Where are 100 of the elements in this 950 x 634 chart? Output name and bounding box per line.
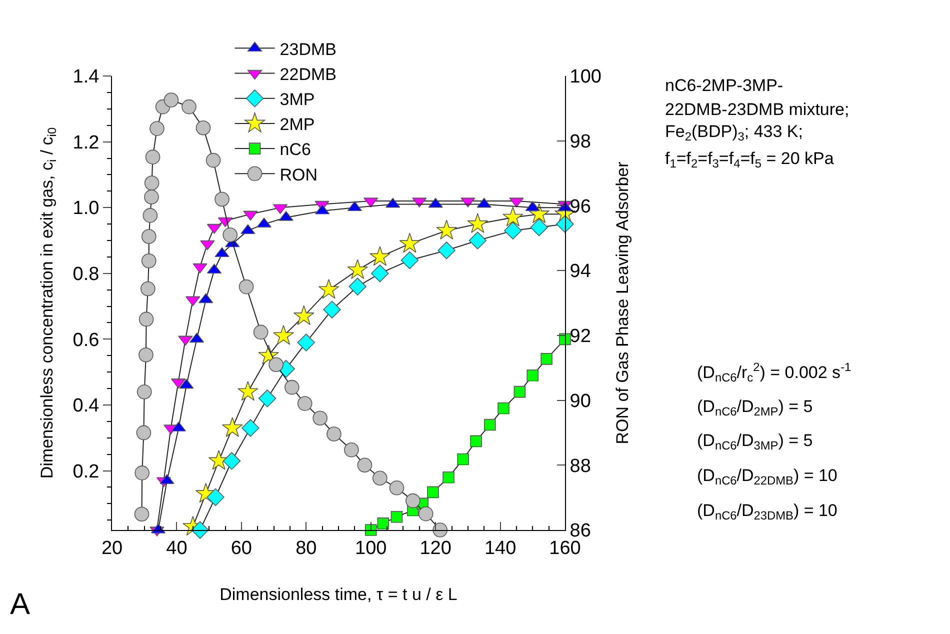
point	[484, 418, 496, 431]
point	[372, 470, 388, 486]
point	[196, 120, 211, 136]
y2-tick-label: 92	[570, 326, 591, 348]
point	[141, 253, 156, 268]
point	[526, 369, 539, 382]
point	[436, 220, 457, 240]
x-axis-title: Dimensionless time, τ = t u / ε L	[220, 585, 458, 604]
legend-label: 2MP	[280, 115, 315, 134]
point	[164, 92, 179, 108]
point	[318, 278, 340, 299]
point	[390, 510, 403, 523]
point	[498, 402, 510, 414]
point	[138, 312, 154, 327]
x-tick-label: 120	[420, 538, 452, 559]
x-tick-label: 40	[166, 538, 188, 559]
point	[144, 176, 160, 190]
point	[141, 229, 156, 244]
y2-tick-label: 88	[570, 456, 591, 477]
point	[502, 206, 524, 226]
point	[206, 488, 224, 506]
y2-tick-label: 96	[570, 196, 591, 218]
x-tick-label: 140	[484, 538, 516, 559]
y-tick-label: 1.0	[72, 198, 100, 220]
point	[427, 486, 439, 498]
point	[389, 480, 404, 496]
point	[273, 325, 294, 345]
y2-tick-label: 98	[570, 132, 591, 153]
point	[371, 264, 389, 282]
point	[182, 99, 196, 114]
point	[293, 305, 314, 326]
point	[136, 425, 152, 440]
point	[222, 417, 243, 437]
point	[138, 347, 154, 362]
text: nC6-2MP-3MP-	[665, 76, 784, 95]
point	[142, 208, 158, 223]
x-tick-label: 60	[230, 538, 252, 559]
y-tick-label: 1.4	[72, 66, 100, 88]
y-tick-label: 0.6	[72, 330, 100, 351]
y-tick-label: 0.2	[72, 461, 100, 482]
y-tick-label: 0.4	[72, 396, 100, 417]
point	[145, 150, 160, 164]
point	[206, 152, 221, 168]
point	[364, 524, 377, 536]
point	[134, 466, 150, 480]
legend-label: 23DMB	[280, 40, 336, 59]
text: Fe$_{2}$(BDP)$_{3}$; 433 K;	[665, 122, 803, 144]
point	[297, 334, 315, 352]
point	[323, 300, 341, 318]
y2-tick-label: 90	[570, 390, 591, 412]
point	[457, 453, 469, 466]
point	[222, 228, 238, 242]
text: A	[10, 588, 30, 621]
text: (D$_{nC6}$/D$_{22DMB}$) = 10	[697, 466, 838, 488]
y2-tick-label: 100	[570, 66, 602, 88]
point	[238, 279, 254, 294]
point	[326, 426, 342, 442]
legend-label: nC6	[280, 140, 311, 160]
point	[344, 442, 359, 458]
x-tick-label: 100	[355, 538, 387, 559]
point	[399, 232, 420, 253]
legend-label: RON	[280, 165, 318, 184]
point	[386, 198, 400, 208]
point	[198, 293, 214, 304]
text: (D$_{nC6}$/D$_{23DMB}$) = 10	[697, 501, 838, 523]
point	[297, 396, 312, 411]
point	[284, 380, 300, 395]
point	[150, 121, 164, 136]
point	[312, 410, 328, 426]
point	[258, 390, 276, 408]
point	[428, 198, 443, 208]
point	[347, 259, 368, 279]
x-tick-label: 80	[296, 538, 317, 559]
point	[418, 506, 434, 522]
point	[179, 378, 194, 389]
point	[504, 222, 522, 240]
point	[144, 190, 159, 204]
text: f$_{1}$=f$_{2}$=f$_{3}$=f$_{4}$=f$_{5}$ = 20 kPa	[665, 149, 834, 171]
point	[467, 213, 488, 233]
text: 22DMB-23DMB mixture;	[665, 100, 850, 119]
point	[242, 419, 260, 437]
point	[160, 474, 174, 484]
text: (D$_{nC6}$/r$_{c}$$^{2}$) = 0.002 s$^{-1}$	[697, 360, 852, 385]
point	[432, 522, 448, 538]
point	[528, 203, 550, 224]
point	[377, 518, 390, 530]
x-tick-label: 20	[101, 538, 123, 559]
point	[400, 251, 419, 270]
point	[556, 215, 574, 233]
point	[370, 246, 390, 266]
point	[438, 242, 456, 260]
point	[268, 357, 284, 372]
point	[136, 384, 152, 400]
point	[357, 458, 372, 473]
point	[238, 380, 258, 401]
point	[240, 224, 256, 234]
text: (D$_{nC6}$/D$_{3MP}$) = 5	[697, 431, 813, 453]
point	[134, 506, 150, 522]
y-tick-label: 1.2	[72, 132, 100, 154]
point	[476, 198, 492, 208]
